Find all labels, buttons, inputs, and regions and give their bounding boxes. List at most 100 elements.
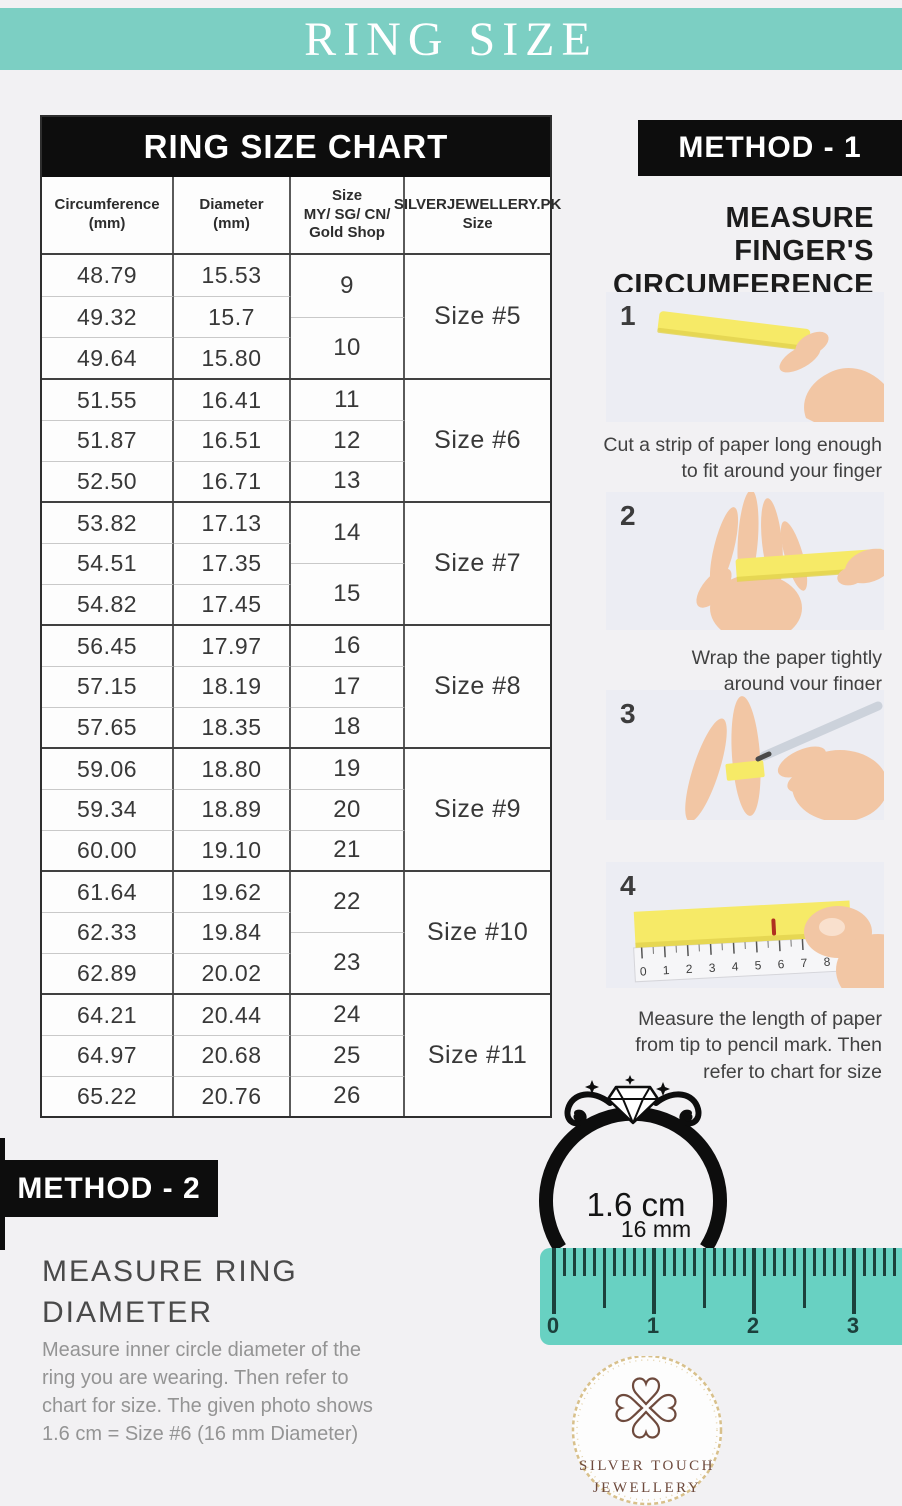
ruler-number: 0	[546, 1313, 560, 1338]
step1-caption: Cut a strip of paper long enough to fit …	[603, 434, 882, 483]
ring-size-chart: RING SIZE CHART Circumference (mm) Diamet…	[40, 115, 561, 1118]
chart-title: RING SIZE CHART	[42, 117, 550, 177]
svg-text:3: 3	[708, 961, 716, 975]
svg-text:2: 2	[685, 962, 693, 976]
svg-text:6: 6	[777, 957, 785, 971]
circumference-value: 57.65	[42, 706, 175, 747]
step-number: 2	[620, 500, 636, 531]
diameter-value: 20.44	[174, 995, 291, 1036]
column-header-circumference: Circumference (mm)	[42, 177, 175, 253]
diameter-value: 18.80	[174, 749, 291, 790]
diameter-value: 20.02	[174, 952, 291, 993]
ring-illustration	[539, 1075, 727, 1252]
size-value: 20	[290, 789, 406, 830]
diameter-value: 15.80	[174, 337, 291, 378]
diameter-value: 17.97	[174, 626, 291, 667]
circumference-value: 49.32	[42, 296, 175, 337]
brand-name-line1: SILVER TOUCH	[579, 1458, 715, 1474]
svg-text:0: 0	[640, 964, 648, 978]
sparkle-icon	[656, 1082, 670, 1096]
step3-photo: 3	[606, 690, 884, 820]
pk-size-value: Size #10	[426, 917, 529, 946]
size-group-6: 51.55 16.41 11 51.87 16.51 12 52.50 16.7…	[42, 378, 550, 501]
size-group-10: 61.64 19.62 62.33 19.84 62.89 20.02 22 2…	[42, 870, 550, 993]
ruler-number: 3	[846, 1313, 860, 1338]
ruler: 0 1 2 3	[540, 1248, 902, 1345]
size-value: 17	[290, 666, 406, 707]
diameter-value: 15.7	[174, 296, 291, 337]
circumference-value: 65.22	[42, 1075, 175, 1116]
circumference-value: 59.34	[42, 789, 175, 830]
circumference-value: 59.06	[42, 749, 175, 790]
circumference-value: 64.21	[42, 995, 175, 1036]
method1-subtitle: MEASURE FINGER'S CIRCUMFERENCE	[612, 202, 874, 301]
circumference-value: 49.64	[42, 337, 175, 378]
circumference-value: 54.82	[42, 583, 175, 624]
size-value: 22	[291, 872, 406, 933]
ring-diameter-mm-label: 16 mm	[620, 1216, 692, 1242]
pk-size-value: Size #6	[434, 425, 522, 454]
page-title-banner: RING SIZE	[0, 8, 902, 70]
size-value: 9	[291, 255, 406, 317]
circumference-value: 51.87	[42, 420, 175, 461]
step4-caption: Measure the length of paper from tip to …	[635, 1008, 882, 1083]
method2-banner: METHOD - 2	[0, 1160, 218, 1217]
chart-header: Circumference (mm) Diameter (mm) Size MY/ S…	[42, 177, 561, 255]
pk-size-value: Size #7	[434, 548, 522, 577]
size-group-9: 59.06 18.80 19 59.34 18.89 20 60.00 19.1…	[42, 747, 550, 870]
circumference-value: 62.89	[42, 952, 175, 993]
step4-photo: 0 1 2 3 4 5 6 7 8 9 4	[606, 862, 884, 988]
size-value: 25	[290, 1035, 406, 1076]
page-title: RING SIZE	[304, 12, 598, 66]
circumference-value: 62.33	[42, 912, 175, 953]
svg-text:5: 5	[754, 958, 762, 972]
measure-paper-illustration: 0 1 2 3 4 5 6 7 8 9	[606, 862, 884, 988]
brand-name-line2: JEWELLERY	[592, 1480, 702, 1496]
ruler-number: 1	[646, 1313, 660, 1338]
sparkle-icon	[585, 1080, 599, 1094]
circumference-value: 56.45	[42, 626, 175, 667]
size-value: 21	[290, 829, 406, 870]
diameter-value: 18.89	[174, 789, 291, 830]
ruler-number: 2	[746, 1313, 760, 1338]
circumference-value: 57.15	[42, 666, 175, 707]
diameter-value: 19.62	[174, 872, 291, 913]
size-group-7: 53.82 17.13 54.51 17.35 54.82 17.45 14 1…	[42, 501, 550, 624]
hearts-clover-icon	[615, 1377, 677, 1439]
step-number: 3	[620, 698, 636, 729]
svg-text:7: 7	[800, 956, 808, 970]
paper-strip-illustration	[606, 292, 884, 422]
size-value: 10	[290, 316, 406, 378]
ring-diameter-cm-label: 1.6 cm	[586, 1186, 686, 1223]
size-group-5: 48.79 15.53 49.32 15.7 49.64 15.80 9 10 …	[42, 255, 550, 378]
diameter-value: 15.53	[174, 255, 291, 296]
method2-instructions: Measure inner circle diameter of the rin…	[42, 1339, 373, 1445]
size-value: 18	[290, 706, 406, 747]
diameter-value: 20.68	[174, 1035, 291, 1076]
step2-photo: 2	[606, 492, 884, 630]
diameter-value: 19.10	[174, 829, 291, 870]
sparkle-icon	[625, 1075, 635, 1085]
diameter-value: 17.13	[174, 503, 291, 544]
circumference-value: 54.51	[42, 543, 175, 584]
size-value: 16	[291, 626, 406, 667]
circumference-value: 64.97	[42, 1035, 175, 1076]
size-value: 15	[290, 563, 406, 624]
circumference-value: 51.55	[42, 380, 175, 421]
diameter-value: 17.45	[174, 583, 291, 624]
pk-size-value: Size #11	[427, 1040, 528, 1069]
diameter-value: 18.19	[174, 666, 291, 707]
circumference-value: 52.50	[42, 460, 175, 501]
pk-size-value: Size #8	[434, 671, 522, 700]
svg-text:4: 4	[731, 959, 739, 973]
wrap-finger-illustration	[606, 492, 884, 630]
size-group-11: 64.21 20.44 24 64.97 20.68 25 65.22 20.7…	[42, 993, 550, 1116]
size-value: 13	[290, 460, 406, 501]
step1-photo: 1	[606, 292, 884, 422]
diameter-value: 16.41	[174, 380, 291, 421]
method2-subtitle: MEASURE RING DIAMETER	[42, 1255, 298, 1329]
size-value: 26	[290, 1075, 406, 1116]
mark-paper-illustration	[606, 690, 884, 820]
size-value: 11	[291, 380, 406, 421]
circumference-value: 53.82	[42, 503, 175, 544]
